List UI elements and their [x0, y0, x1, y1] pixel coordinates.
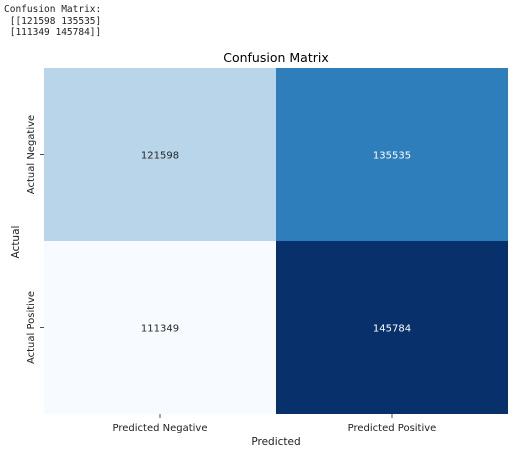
heatmap-cell — [276, 241, 508, 414]
console-line: [[121598 135535] — [4, 15, 102, 27]
heatmap-cell — [44, 68, 276, 241]
chart-title: Confusion Matrix — [223, 50, 329, 65]
x-tick-label: Predicted Positive — [348, 423, 437, 434]
x-axis-label: Predicted — [251, 436, 300, 448]
y-tick-label: Actual Positive — [26, 291, 37, 364]
heatmap-cell — [276, 68, 508, 241]
cell-value-label: 135535 — [373, 151, 411, 162]
console-line: Confusion Matrix: — [4, 4, 102, 15]
console-line: [111349 145784]] — [4, 27, 102, 38]
y-axis-label: Actual — [10, 226, 22, 259]
console-output: Confusion Matrix: [[121598 135535] [1113… — [4, 4, 101, 39]
x-tick-label: Predicted Negative — [113, 423, 208, 434]
cell-value-label: 111349 — [141, 324, 179, 335]
y-tick-label: Actual Negative — [26, 115, 37, 194]
cell-value-label: 121598 — [141, 151, 179, 162]
heatmap-cell — [44, 241, 276, 414]
cell-value-label: 145784 — [373, 324, 411, 335]
